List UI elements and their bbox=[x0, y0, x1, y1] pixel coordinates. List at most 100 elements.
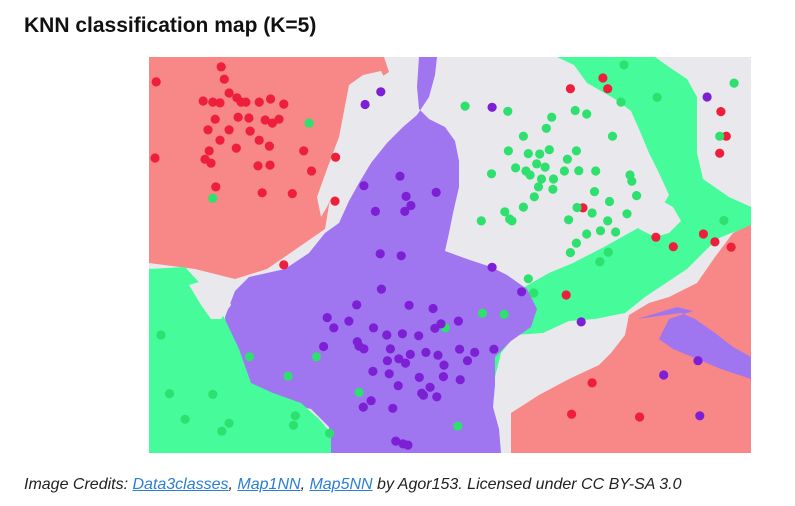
green-point bbox=[503, 107, 512, 116]
red-point bbox=[211, 182, 220, 191]
red-point bbox=[217, 62, 226, 71]
red-point bbox=[253, 161, 262, 170]
green-point bbox=[611, 227, 620, 236]
red-point bbox=[710, 237, 719, 246]
green-point bbox=[616, 98, 625, 107]
green-point bbox=[625, 170, 634, 179]
purple-point bbox=[388, 404, 397, 413]
red-point bbox=[255, 136, 264, 145]
green-point bbox=[477, 216, 486, 225]
green-point bbox=[530, 192, 539, 201]
purple-point bbox=[439, 361, 448, 370]
green-point bbox=[564, 215, 573, 224]
red-point bbox=[699, 229, 708, 238]
red-point bbox=[266, 94, 275, 103]
credit-link-map5nn[interactable]: Map5NN bbox=[309, 476, 372, 493]
green-point bbox=[591, 166, 600, 175]
green-point bbox=[521, 166, 530, 175]
purple-point bbox=[368, 367, 377, 376]
green-point bbox=[541, 163, 550, 172]
red-point bbox=[215, 98, 224, 107]
knn-classification-map bbox=[149, 57, 751, 453]
green-point bbox=[730, 79, 739, 88]
red-point bbox=[307, 166, 316, 175]
purple-point bbox=[329, 323, 338, 332]
purple-point bbox=[429, 304, 438, 313]
chart-title: KNN classification map (K=5) bbox=[24, 14, 316, 38]
green-point bbox=[507, 216, 516, 225]
green-point bbox=[519, 203, 528, 212]
green-point bbox=[524, 274, 533, 283]
green-point bbox=[595, 257, 604, 266]
red-point bbox=[225, 125, 234, 134]
red-point bbox=[279, 260, 288, 269]
green-point bbox=[208, 194, 217, 203]
purple-point bbox=[414, 331, 423, 340]
green-point bbox=[619, 60, 628, 69]
green-point bbox=[453, 422, 462, 431]
red-point bbox=[279, 100, 288, 109]
green-point bbox=[603, 216, 612, 225]
purple-point bbox=[405, 301, 414, 310]
red-point bbox=[268, 119, 277, 128]
red-point bbox=[244, 113, 253, 122]
purple-point bbox=[359, 181, 368, 190]
purple-point bbox=[577, 317, 586, 326]
purple-point bbox=[394, 381, 403, 390]
purple-point bbox=[488, 263, 497, 272]
purple-point bbox=[395, 172, 404, 181]
green-point bbox=[604, 248, 613, 257]
purple-point bbox=[385, 369, 394, 378]
green-point bbox=[560, 166, 569, 175]
red-point bbox=[220, 75, 229, 84]
green-point bbox=[305, 119, 314, 128]
green-point bbox=[535, 149, 544, 158]
green-point bbox=[582, 229, 591, 238]
map-canvas bbox=[149, 57, 751, 453]
red-point bbox=[330, 197, 339, 206]
green-point bbox=[487, 169, 496, 178]
green-point bbox=[566, 248, 575, 257]
red-point bbox=[215, 136, 224, 145]
green-point bbox=[571, 106, 580, 115]
credit-link-map1nn[interactable]: Map1NN bbox=[237, 476, 300, 493]
red-point bbox=[246, 127, 255, 136]
green-point bbox=[719, 216, 728, 225]
purple-point bbox=[406, 350, 415, 359]
red-point bbox=[203, 125, 212, 134]
red-point bbox=[727, 243, 736, 252]
purple-point bbox=[359, 403, 368, 412]
red-point bbox=[258, 188, 267, 197]
green-point bbox=[608, 132, 617, 141]
green-point bbox=[291, 411, 300, 420]
purple-point bbox=[369, 323, 378, 332]
red-point bbox=[211, 115, 220, 124]
green-point bbox=[572, 146, 581, 155]
credits-suffix: by Agor153. Licensed under CC BY-SA 3.0 bbox=[373, 476, 682, 493]
red-point bbox=[669, 242, 678, 251]
red-point bbox=[199, 96, 208, 105]
green-point bbox=[500, 310, 509, 319]
purple-point bbox=[359, 344, 368, 353]
green-point bbox=[355, 388, 364, 397]
red-point bbox=[716, 107, 725, 116]
red-point bbox=[206, 159, 215, 168]
purple-point bbox=[397, 251, 406, 260]
green-point bbox=[217, 427, 226, 436]
purple-point bbox=[421, 348, 430, 357]
green-point bbox=[165, 389, 174, 398]
red-point bbox=[331, 153, 340, 162]
red-point bbox=[567, 410, 576, 419]
purple-point bbox=[383, 356, 392, 365]
green-point bbox=[325, 429, 334, 438]
credit-link-data3classes[interactable]: Data3classes bbox=[132, 476, 228, 493]
purple-point bbox=[371, 207, 380, 216]
green-point bbox=[461, 102, 470, 111]
green-point bbox=[312, 352, 321, 361]
green-point bbox=[534, 182, 543, 191]
credits-prefix: Image Credits: bbox=[24, 476, 132, 493]
purple-point bbox=[659, 370, 668, 379]
red-point bbox=[566, 84, 575, 93]
green-point bbox=[605, 197, 614, 206]
purple-point bbox=[456, 375, 465, 384]
